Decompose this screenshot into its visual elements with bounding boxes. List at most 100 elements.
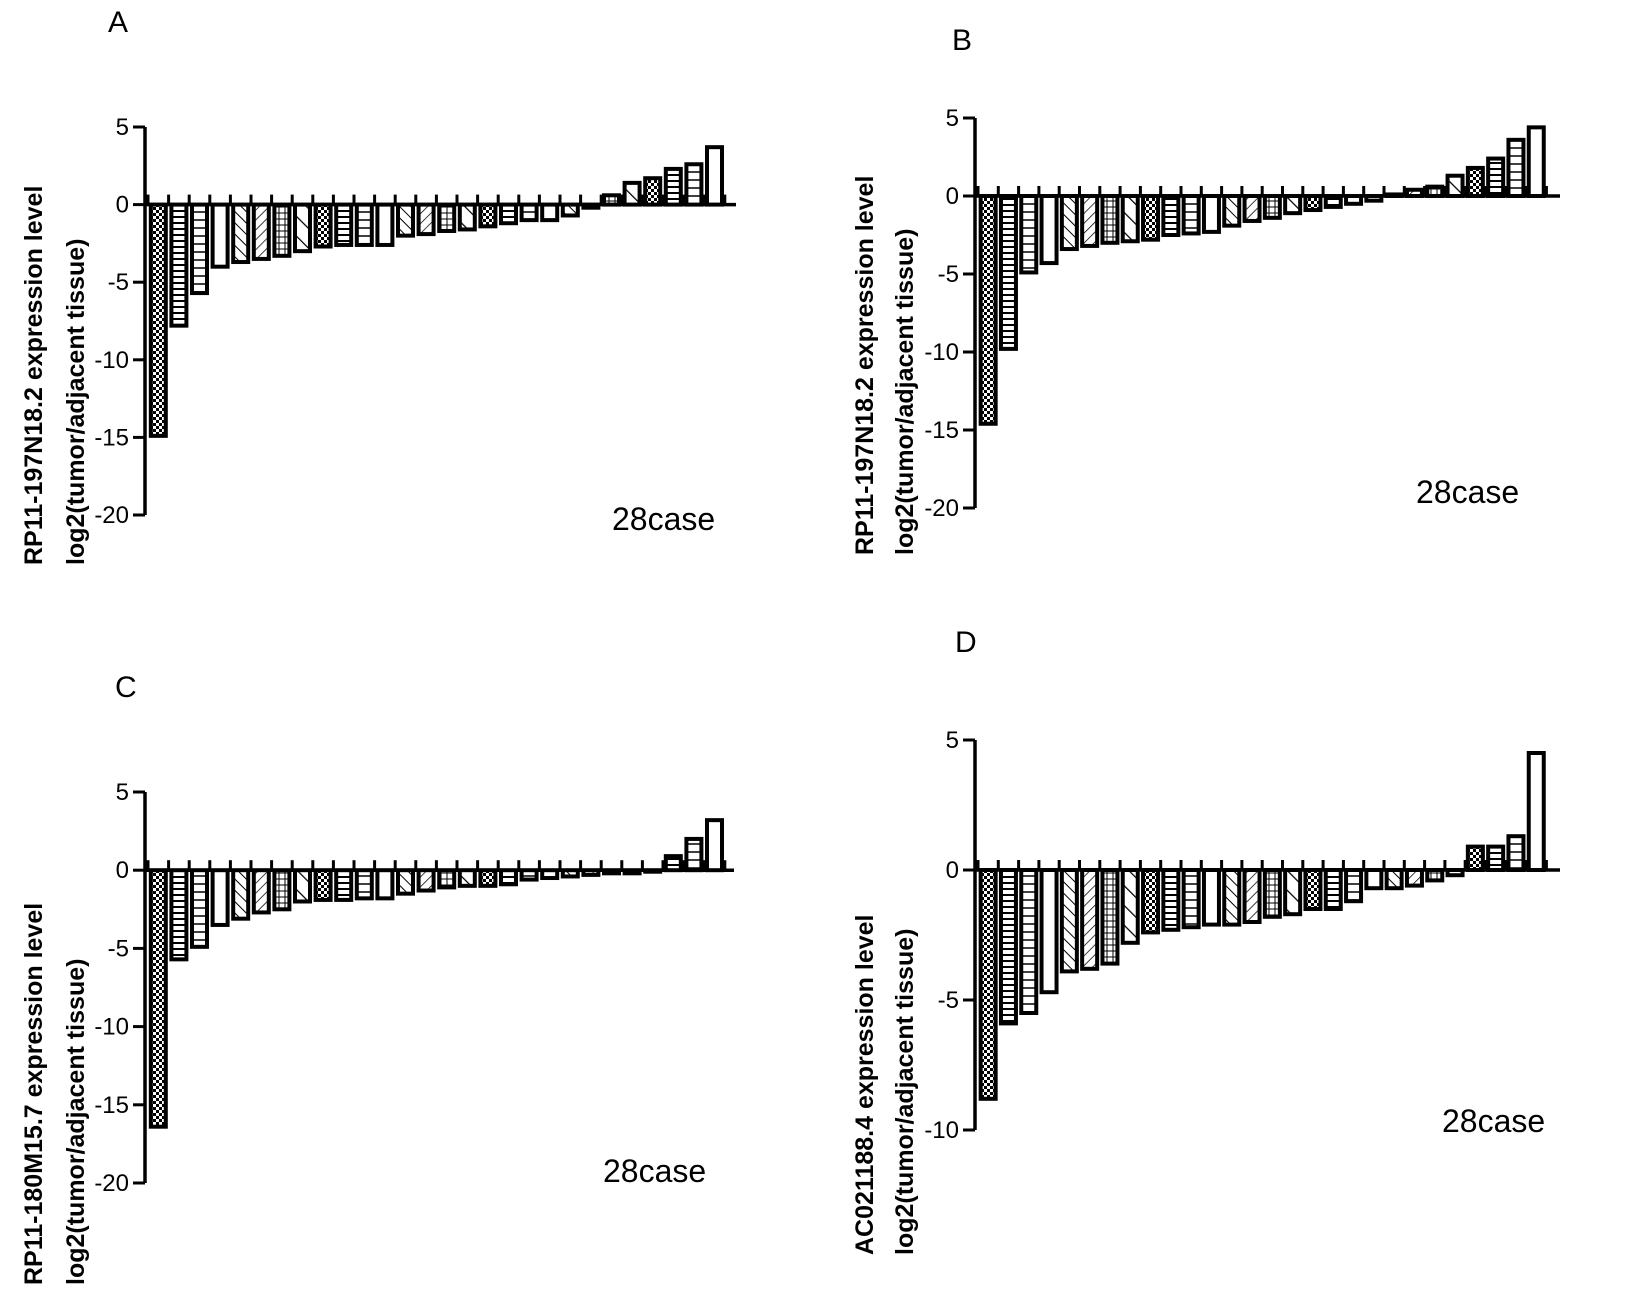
bar (210, 868, 230, 927)
y-tick-label: 0 (116, 192, 129, 219)
bar (519, 868, 539, 882)
bar (1242, 194, 1262, 223)
case-count-annotation: 28case (612, 501, 715, 537)
bar (231, 202, 251, 265)
y-axis-label: RP11-180M15.7 expression level (20, 903, 48, 1285)
bar (1019, 194, 1039, 275)
bar (684, 162, 704, 207)
bar (190, 202, 209, 296)
bar (313, 868, 333, 902)
y-axis-label-unit: log2(tumor/adjacent tissue) (62, 239, 90, 565)
bar (169, 868, 189, 962)
case-count-annotation: 28case (603, 1153, 706, 1189)
panel-letter: A (108, 6, 128, 39)
y-tick-label: -10 (924, 1117, 959, 1144)
bar (1039, 868, 1059, 995)
bar (1425, 184, 1445, 198)
bar (540, 202, 560, 223)
bar (169, 202, 189, 328)
y-tick-label: -20 (94, 1170, 129, 1197)
bar (1080, 868, 1100, 971)
y-tick-label: -15 (94, 1092, 129, 1119)
bar (1141, 868, 1161, 935)
panel-a: A 5 0 -5 -10 -15 -20 28case RP11-197N18.2 expres… (20, 6, 736, 565)
bar (1506, 137, 1526, 198)
y-tick-label: -5 (938, 261, 959, 288)
bar (1161, 868, 1181, 932)
bar (210, 202, 230, 269)
bar (478, 202, 498, 229)
bar (1364, 868, 1384, 891)
bar (1120, 868, 1140, 945)
y-axis-label: AC021188.4 expression level (851, 914, 879, 1255)
bar (1425, 868, 1445, 883)
y-tick-label: 0 (946, 857, 959, 884)
bar (978, 868, 998, 1101)
bar (416, 868, 436, 893)
y-axis-label-unit: log2(tumor/adjacent tissue) (891, 229, 919, 555)
bar (602, 193, 621, 207)
y-axis-label: RP11-197N18.2 expression level (851, 176, 879, 555)
bar (1222, 194, 1242, 228)
bar (1323, 194, 1343, 209)
bar (1059, 194, 1079, 252)
bar (499, 202, 518, 226)
bar (251, 868, 271, 915)
y-tick-label: 0 (946, 183, 959, 210)
bar (602, 868, 621, 876)
y-tick-label: -5 (938, 987, 959, 1014)
bar (1465, 844, 1485, 872)
bar (313, 202, 333, 249)
bar (622, 180, 642, 207)
y-tick-label: 5 (946, 105, 959, 132)
bar (581, 868, 601, 877)
bar (998, 194, 1018, 351)
bar (416, 202, 436, 237)
bar (1019, 868, 1039, 1015)
bar (1526, 125, 1546, 198)
bar (231, 868, 251, 921)
bar (643, 868, 663, 874)
bar (457, 202, 477, 232)
bar (478, 868, 498, 888)
bar (1141, 194, 1161, 242)
bar (581, 202, 601, 210)
bar (1344, 194, 1364, 206)
bar (1526, 751, 1546, 872)
bar (1161, 194, 1181, 237)
case-count-annotation: 28case (1416, 474, 1519, 510)
bar (396, 202, 415, 238)
bar (1486, 844, 1506, 872)
bar (251, 202, 271, 261)
panel-letter: C (115, 671, 137, 704)
bar (1384, 192, 1404, 199)
bar (375, 202, 395, 247)
bar (1404, 187, 1424, 198)
bar (1303, 868, 1323, 911)
bar (1283, 868, 1303, 917)
bar (375, 868, 395, 901)
bar (519, 202, 539, 223)
bar (437, 202, 457, 233)
y-axis-label-unit: log2(tumor/adjacent tissue) (891, 929, 919, 1255)
bar (190, 868, 209, 949)
bar (1262, 194, 1282, 220)
bar (1465, 165, 1485, 198)
y-tick-label: -5 (108, 269, 129, 296)
bar (705, 818, 724, 873)
y-tick-label: -15 (94, 424, 129, 451)
bar (663, 166, 683, 207)
bar (540, 868, 560, 881)
bar (1283, 194, 1303, 216)
y-tick-label: 0 (116, 857, 129, 884)
bar (663, 854, 683, 873)
bar (1242, 868, 1262, 924)
bar (1120, 194, 1140, 244)
bar (354, 868, 374, 901)
bar (272, 202, 292, 258)
y-axis-label-unit: log2(tumor/adjacent tissue) (62, 959, 90, 1285)
panel-c: C 5 0 -5 -10 -15 -20 28case RP11-180M15.7 expres… (20, 671, 734, 1285)
bar (354, 202, 374, 247)
panel-b: B 5 0 -5 -10 -15 -20 28case RP11-197N18.2 expres… (851, 24, 1560, 555)
case-count-annotation: 28case (1442, 1103, 1545, 1139)
